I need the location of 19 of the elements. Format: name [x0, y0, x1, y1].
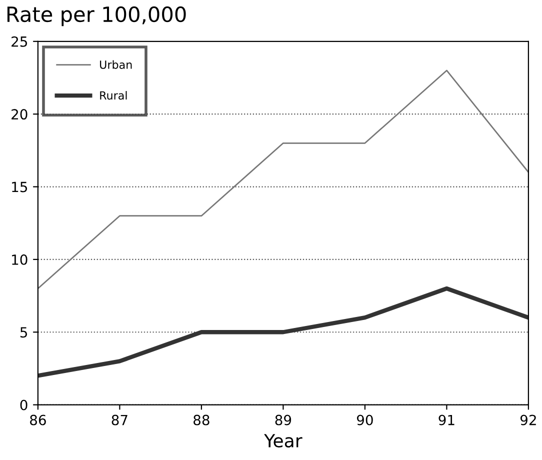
- x-tick-label: 88: [194, 414, 210, 426]
- x-tick-label: 91: [438, 414, 454, 426]
- line-series: [38, 286, 528, 378]
- legend-label: Urban: [100, 60, 132, 69]
- y-tick-label: 0: [20, 400, 28, 410]
- line-series: [38, 70, 528, 290]
- x-tick-label: 89: [275, 414, 292, 426]
- y-tick-label: 20: [12, 109, 28, 120]
- y-tick-label: 10: [12, 254, 28, 265]
- y-tick-label: 15: [12, 182, 28, 192]
- y-axis-title: Rate per 100,000: [7, 6, 186, 26]
- x-axis-title: Year: [264, 434, 302, 448]
- y-tick-label: 5: [20, 327, 28, 338]
- x-tick-label: 90: [356, 414, 373, 426]
- legend-label: Rural: [100, 91, 127, 100]
- x-tick-label: 87: [112, 414, 128, 426]
- y-tick-label: 25: [12, 36, 28, 47]
- x-tick-label: 86: [30, 414, 46, 426]
- x-tick-label: 92: [520, 414, 536, 426]
